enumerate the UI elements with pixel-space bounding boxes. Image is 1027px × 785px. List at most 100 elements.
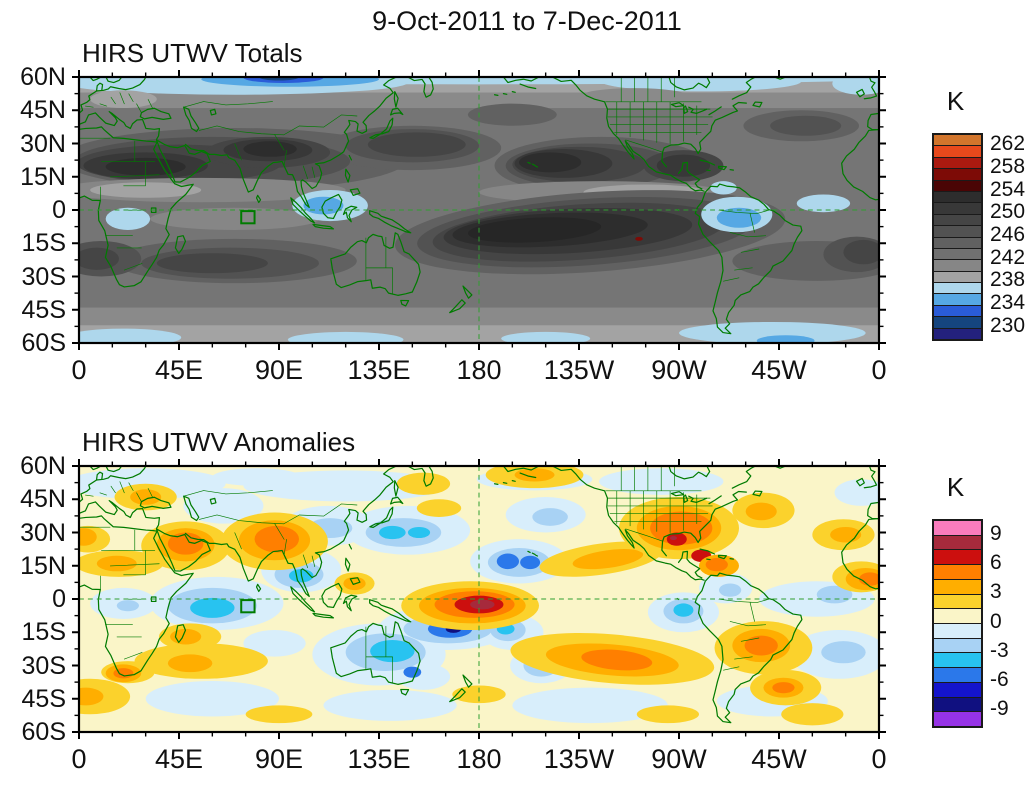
x-tick-label: 90W	[651, 744, 707, 774]
colorbar-tick-label: -3	[990, 638, 1009, 662]
colorbar-segment	[934, 609, 981, 625]
figure-title: 9-Oct-2011 to 7-Dec-2011	[372, 6, 682, 36]
anomalies-colorbar	[932, 519, 983, 728]
map-totals	[72, 70, 886, 350]
totals-axes-frame	[72, 70, 886, 350]
colorbar-segment	[934, 579, 981, 595]
x-tick-label: 0	[871, 744, 887, 774]
anomaly-max-core	[470, 599, 495, 610]
totals-hot-spot	[635, 236, 643, 241]
colorbar-tick-label: -9	[990, 697, 1009, 721]
totals-colorbar	[932, 133, 983, 341]
y-tick-label: 60S	[21, 329, 66, 357]
colorbar-segment	[934, 521, 981, 536]
x-tick-label: 90W	[651, 355, 707, 385]
colorbar-tick-label: 6	[990, 550, 1002, 574]
colorbar-segment	[934, 283, 981, 295]
y-tick-label: 30N	[20, 518, 66, 547]
x-tick-label: 135W	[543, 744, 615, 774]
x-tick-label: 45W	[751, 355, 807, 385]
colorbar-tick-label: 250	[990, 200, 1026, 224]
anomalies-colorbar-units: K	[946, 472, 965, 502]
y-tick-label: 60N	[20, 452, 66, 480]
y-tick-label: 45N	[20, 96, 66, 125]
colorbar-tick-label: 3	[990, 580, 1002, 604]
colorbar-segment	[934, 237, 981, 249]
y-tick-label: 45S	[21, 684, 66, 713]
colorbar-segment	[934, 638, 981, 654]
colorbar-segment	[934, 712, 981, 727]
colorbar-segment	[934, 294, 981, 306]
colorbar-segment	[934, 668, 981, 683]
x-tick-label: 45E	[154, 355, 204, 385]
map-totals-plot	[79, 77, 879, 343]
colorbar-segment	[934, 203, 981, 215]
x-tick-label: 45W	[751, 744, 807, 774]
y-tick-label: 0	[52, 585, 66, 613]
map-anomalies-plot	[79, 466, 879, 732]
y-tick-label: 60N	[20, 63, 66, 91]
colorbar-tick-label: 234	[990, 291, 1026, 314]
y-tick-label: 15S	[21, 618, 66, 647]
colorbar-segment	[934, 535, 981, 551]
x-tick-label: 180	[456, 744, 502, 774]
x-tick-label: 45E	[154, 744, 204, 774]
colorbar-segment	[934, 180, 981, 192]
colorbar-segment	[934, 169, 981, 181]
y-tick-label: 30S	[21, 651, 66, 680]
x-tick-label: 135E	[347, 744, 411, 774]
y-tick-label: 15N	[20, 551, 66, 580]
colorbar-segment	[934, 248, 981, 261]
colorbar-segment	[934, 317, 981, 329]
colorbar-segment	[934, 565, 981, 580]
colorbar-tick-label: 9	[990, 521, 1002, 545]
colorbar-segment	[934, 305, 981, 318]
colorbar-tick-label: 242	[990, 245, 1026, 269]
colorbar-tick-label: 238	[990, 268, 1026, 292]
totals-colorbar-units: K	[946, 86, 965, 116]
colorbar-segment	[934, 550, 981, 566]
panel-title-anomalies: HIRS UTWV Anomalies	[82, 427, 356, 457]
y-tick-label: 0	[52, 196, 66, 224]
map-anomalies	[72, 459, 886, 739]
colorbar-tick-label: 262	[990, 132, 1026, 156]
x-tick-label: 0	[871, 355, 887, 385]
x-tick-label: 90E	[254, 744, 304, 774]
y-tick-label: 15S	[21, 229, 66, 258]
anomalies-axes-frame	[72, 459, 886, 739]
panel-title-totals: HIRS UTWV Totals	[82, 38, 303, 68]
x-tick-label: 135W	[543, 355, 615, 385]
colorbar-tick-label: 230	[990, 313, 1026, 337]
colorbar-segment	[934, 214, 981, 227]
y-tick-label: 45N	[20, 485, 66, 514]
y-tick-label: 60S	[21, 718, 66, 746]
colorbar-tick-label: 258	[990, 155, 1026, 178]
x-tick-label: 0	[71, 355, 87, 385]
colorbar-segment	[934, 682, 981, 698]
y-tick-label: 30S	[21, 262, 66, 291]
colorbar-tick-label: -6	[990, 668, 1009, 692]
colorbar-segment	[934, 260, 981, 272]
colorbar-segment	[934, 624, 981, 639]
colorbar-segment	[934, 226, 981, 238]
y-tick-label: 30N	[20, 129, 66, 158]
colorbar-segment	[934, 271, 981, 284]
colorbar-segment	[934, 146, 981, 158]
colorbar-segment	[934, 191, 981, 204]
colorbar-segment	[934, 697, 981, 713]
y-tick-label: 15N	[20, 162, 66, 191]
y-tick-label: 45S	[21, 295, 66, 324]
colorbar-tick-label: 254	[990, 177, 1026, 201]
x-tick-label: 90E	[254, 355, 304, 385]
colorbar-tick-label: 246	[990, 223, 1026, 246]
colorbar-tick-label: 0	[990, 609, 1002, 633]
colorbar-segment	[934, 328, 981, 340]
totals-contour-fills	[79, 77, 879, 343]
x-tick-label: 180	[456, 355, 502, 385]
x-tick-label: 0	[71, 744, 87, 774]
colorbar-segment	[934, 594, 981, 610]
colorbar-segment	[934, 135, 981, 147]
colorbar-segment	[934, 653, 981, 669]
colorbar-segment	[934, 157, 981, 170]
